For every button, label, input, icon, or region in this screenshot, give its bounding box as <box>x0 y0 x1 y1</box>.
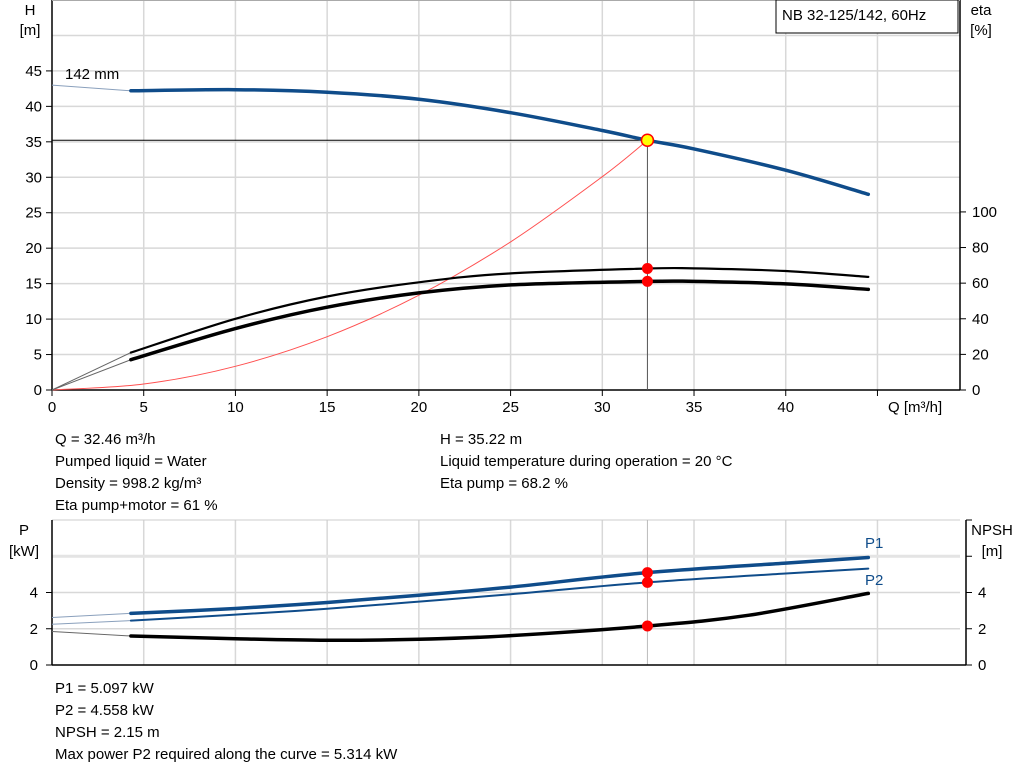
x-tick-label: 35 <box>686 399 703 416</box>
p2-curve <box>129 567 870 622</box>
p-axis-unit: [kW] <box>9 543 39 560</box>
y-tick-label: 20 <box>25 240 42 257</box>
impeller-diameter-label: 142 mm <box>65 66 119 83</box>
info-density: Density = 998.2 kg/m³ <box>55 475 202 492</box>
duty-point-eta-pump <box>641 263 653 275</box>
y-tick-label: 0 <box>34 382 42 399</box>
head-curve-extension <box>51 84 131 92</box>
duty-point-npsh <box>641 620 653 632</box>
info-max-power: Max power P2 required along the curve = … <box>55 746 398 763</box>
info-head: H = 35.22 m <box>440 431 523 448</box>
npsh-tick-label: 2 <box>978 621 986 638</box>
p1-series-label: P1 <box>865 535 883 552</box>
y-tick-label: 15 <box>25 276 42 293</box>
npsh-axis-label: NPSH <box>971 522 1013 539</box>
y-axis-unit: [m] <box>20 22 41 39</box>
x-tick-label: 40 <box>777 399 794 416</box>
y-tick-label: 25 <box>25 205 42 222</box>
info-top-left: Q = 32.46 m³/h Pumped liquid = Water Den… <box>55 429 218 517</box>
p1-curve-extension <box>51 612 131 618</box>
info-flow: Q = 32.46 m³/h <box>55 431 156 448</box>
info-top-right: H = 35.22 m Liquid temperature during op… <box>440 429 732 495</box>
p-tick-label: 4 <box>30 585 38 602</box>
system-curve <box>51 139 648 391</box>
npsh-curve <box>129 591 871 642</box>
info-temperature: Liquid temperature during operation = 20… <box>440 453 733 470</box>
y-tick-label: 30 <box>25 169 42 186</box>
y2-tick-label: 80 <box>972 240 989 257</box>
eta-pump-curve-extension <box>51 352 132 391</box>
x-tick-label: 30 <box>594 399 611 416</box>
p1-curve <box>129 555 871 616</box>
y-tick-label: 5 <box>34 347 42 364</box>
x-tick-label: 15 <box>319 399 336 416</box>
npsh-tick-label: 0 <box>978 657 986 674</box>
x-tick-label: 25 <box>502 399 519 416</box>
duty-point-p1 <box>641 567 653 579</box>
npsh-axis-unit: [m] <box>982 543 1003 560</box>
y2-tick-label: 0 <box>972 382 980 399</box>
x-tick-label: 0 <box>48 399 56 416</box>
y2-axis-label: eta <box>971 2 993 19</box>
y2-axis-unit: [%] <box>970 22 992 39</box>
head-curve <box>129 87 871 197</box>
y2-tick-label: 60 <box>972 275 989 292</box>
y-axis-label: H <box>25 2 36 19</box>
p-tick-label: 2 <box>30 621 38 638</box>
title-box <box>775 0 959 34</box>
eta-pump-curve <box>129 266 870 354</box>
y-tick-label: 10 <box>25 311 42 328</box>
duty-point-head <box>640 133 655 148</box>
info-eta-pump: Eta pump = 68.2 % <box>440 475 568 492</box>
x-tick-label: 20 <box>411 399 428 416</box>
eta-pump-motor-curve <box>129 279 871 362</box>
y-tick-label: 40 <box>25 98 42 115</box>
y-tick-label: 45 <box>25 63 42 80</box>
chart-title: NB 32-125/142, 60Hz <box>782 7 926 24</box>
y2-tick-label: 40 <box>972 311 989 328</box>
x-tick-label: 10 <box>227 399 244 416</box>
info-npsh: NPSH = 2.15 m <box>55 724 160 741</box>
npsh-tick-label: 4 <box>978 585 986 602</box>
y2-tick-label: 100 <box>972 204 997 221</box>
duty-point-p2 <box>641 576 653 588</box>
x-axis-label: Q [m³/h] <box>888 399 942 416</box>
p2-series-label: P2 <box>865 572 883 589</box>
duty-point-eta-pump-motor <box>641 275 653 287</box>
info-bottom: P1 = 5.097 kW P2 = 4.558 kW NPSH = 2.15 … <box>55 678 397 766</box>
eta-pump-motor-curve-extension <box>51 359 132 391</box>
info-p1: P1 = 5.097 kW <box>55 680 154 697</box>
y2-tick-label: 20 <box>972 346 989 363</box>
npsh-curve-extension <box>51 631 131 637</box>
info-liquid: Pumped liquid = Water <box>55 453 207 470</box>
info-eta-pump-motor: Eta pump+motor = 61 % <box>55 497 218 514</box>
p-axis-label: P <box>19 522 29 539</box>
p-tick-label: 0 <box>30 657 38 674</box>
p2-curve-extension <box>51 620 131 625</box>
info-p2: P2 = 4.558 kW <box>55 702 154 719</box>
x-tick-label: 5 <box>140 399 148 416</box>
y-tick-label: 35 <box>25 134 42 151</box>
